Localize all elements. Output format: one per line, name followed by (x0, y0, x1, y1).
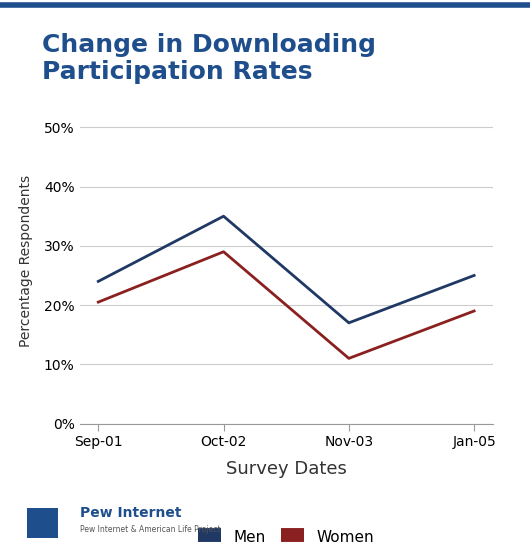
Y-axis label: Percentage Respondents: Percentage Respondents (19, 175, 33, 346)
Text: Pew Internet: Pew Internet (80, 506, 181, 520)
Text: Pew Internet & American Life Project: Pew Internet & American Life Project (80, 525, 220, 534)
Text: Change in Downloading Participation Rates: Change in Downloading Participation Rate… (42, 33, 376, 84)
X-axis label: Survey Dates: Survey Dates (226, 460, 347, 478)
Legend: Men, Women: Men, Women (192, 522, 380, 543)
